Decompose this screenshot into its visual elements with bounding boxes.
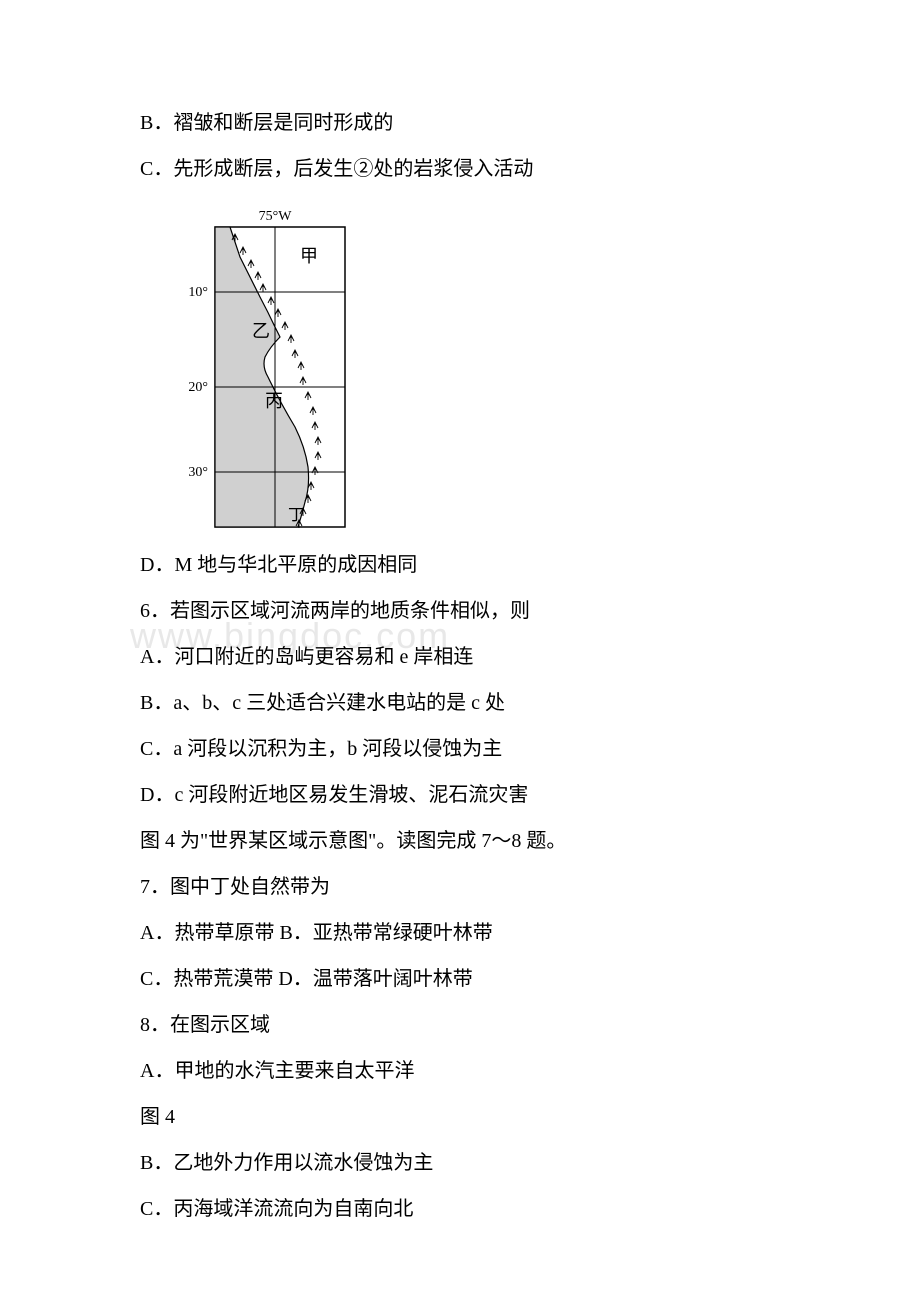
label-yi: 乙 xyxy=(252,321,270,341)
q8-b: B．乙地外力作用以流水侵蚀为主 xyxy=(140,1140,780,1186)
q6-d: D．c 河段附近地区易发生滑坡、泥石流灾害 xyxy=(140,772,780,818)
lat-10: 10° xyxy=(188,285,208,300)
intro-7-8: 图 4 为"世界某区域示意图"。读图完成 7～8 题。 xyxy=(140,818,780,864)
option-d: D．M 地与华北平原的成因相同 xyxy=(140,542,780,588)
q8: 8．在图示区域 xyxy=(140,1002,780,1048)
figure-4: 75°W 10° 20° 30° xyxy=(160,202,780,532)
lat-30: 30° xyxy=(188,465,208,480)
option-c: C．先形成断层，后发生②处的岩浆侵入活动 xyxy=(140,146,780,192)
q6-a: A．河口附近的岛屿更容易和 e 岸相连 xyxy=(140,634,780,680)
q7: 7．图中丁处自然带为 xyxy=(140,864,780,910)
q8-a: A．甲地的水汽主要来自太平洋 xyxy=(140,1048,780,1094)
map-diagram: 75°W 10° 20° 30° xyxy=(160,202,350,532)
q6-c: C．a 河段以沉积为主，b 河段以侵蚀为主 xyxy=(140,726,780,772)
label-bing: 丙 xyxy=(265,391,283,411)
q8-c: C．丙海域洋流流向为自南向北 xyxy=(140,1186,780,1232)
lon-label: 75°W xyxy=(259,209,293,224)
option-b: B．褶皱和断层是同时形成的 xyxy=(140,100,780,146)
q6: 6．若图示区域河流两岸的地质条件相似，则 xyxy=(140,588,780,634)
fig4-label: 图 4 xyxy=(140,1094,780,1140)
q7-ab: A．热带草原带 B．亚热带常绿硬叶林带 xyxy=(140,910,780,956)
lat-20: 20° xyxy=(188,380,208,395)
label-ding: 丁 xyxy=(288,507,304,524)
label-jia: 甲 xyxy=(300,246,318,266)
document-content: B．褶皱和断层是同时形成的 C．先形成断层，后发生②处的岩浆侵入活动 75°W … xyxy=(140,100,780,1232)
q7-cd: C．热带荒漠带 D．温带落叶阔叶林带 xyxy=(140,956,780,1002)
q6-b: B．a、b、c 三处适合兴建水电站的是 c 处 xyxy=(140,680,780,726)
